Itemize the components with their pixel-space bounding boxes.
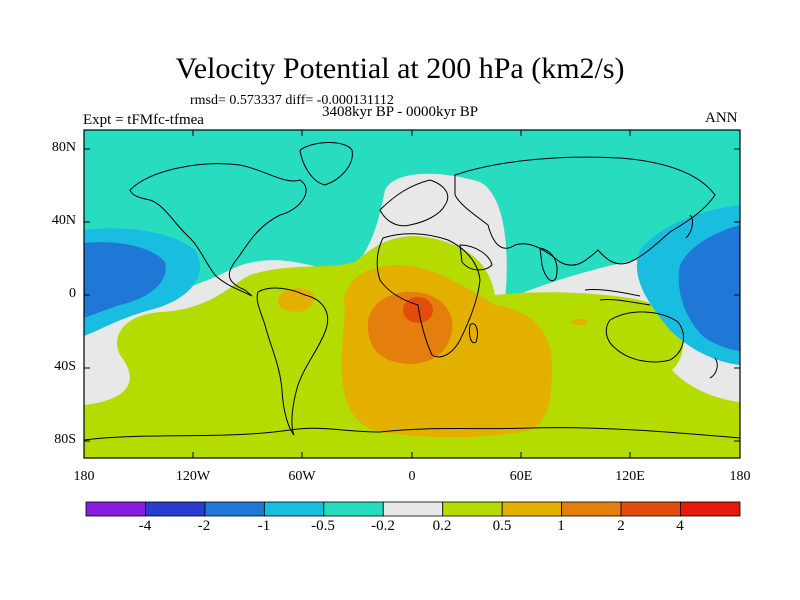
season-label: ANN [705, 110, 738, 126]
contour-field [84, 130, 740, 458]
colorbar-swatch [561, 501, 622, 517]
y-label-0: 0 [69, 286, 76, 301]
x-label-180e: 180 [729, 469, 751, 484]
field-pos-medium-small [277, 288, 315, 312]
coastlines [84, 142, 740, 441]
colorbar-label: -4 [138, 518, 152, 534]
colorbar-label: 4 [676, 518, 684, 534]
y-label-80s: 80S [54, 432, 76, 447]
field-neg-strong-east [678, 225, 740, 351]
rmsd-diff-text: rmsd= 0.573337 diff= -0.000131112 [190, 93, 394, 108]
colorbar-swatch [501, 501, 563, 517]
chart-title: Velocity Potential at 200 hPa (km2/s) [175, 52, 625, 85]
colorbar-label: -2 [197, 518, 211, 534]
colorbar-swatch [382, 501, 444, 517]
coast-new-zealand [709, 357, 718, 379]
colorbar-swatch [620, 501, 681, 517]
colorbar-label: -1 [257, 518, 271, 534]
coast-australia [605, 311, 685, 363]
coast-europe [379, 179, 449, 227]
coast-antarctica [84, 427, 740, 441]
x-label-120w: 120W [175, 469, 211, 484]
field-pos-max [403, 297, 433, 323]
coast-asia [454, 156, 716, 266]
colorbar-swatch [204, 501, 265, 517]
y-label-80n: 80N [51, 140, 76, 155]
x-label-60e: 60E [509, 469, 533, 484]
coast-greenland [299, 142, 353, 186]
x-ticks [83, 130, 741, 458]
colorbar-swatch [323, 501, 384, 517]
colorbar-swatch [263, 501, 325, 517]
field-neg-strong-west [84, 242, 166, 318]
coast-india [539, 247, 558, 282]
coast-indonesia [584, 289, 651, 306]
colorbar-swatch [442, 501, 503, 517]
coast-arabia [459, 244, 493, 271]
colorbar-label: 0.5 [492, 518, 512, 534]
x-label-180w: 180 [73, 469, 95, 484]
coast-north-america [129, 163, 307, 297]
field-pos-medium-tiny [570, 319, 588, 325]
colorbar-label: 2 [617, 518, 625, 534]
colorbar-label: -0.2 [371, 518, 395, 534]
colorbar-swatch [85, 501, 146, 517]
y-ticks [84, 148, 740, 442]
colorbar-label: 1 [557, 518, 565, 534]
colorbar-label: -0.5 [311, 518, 335, 534]
coast-south-america [256, 287, 329, 436]
x-label-0: 0 [408, 469, 416, 484]
x-label-120e: 120E [615, 469, 645, 484]
experiment-label: Expt = tFMfc-tfmea [83, 112, 204, 128]
coast-africa [376, 233, 481, 358]
x-label-60w: 60W [288, 469, 316, 484]
period-text: 3408kyr BP - 0000kyr BP [322, 104, 479, 120]
colorbar-swatch [145, 501, 206, 517]
coast-japan [685, 214, 694, 239]
colorbar-label: 0.2 [432, 518, 452, 534]
y-label-40s: 40S [54, 359, 76, 374]
colorbar-swatch [680, 501, 741, 517]
y-label-40n: 40N [51, 213, 76, 228]
coast-madagascar [469, 323, 478, 344]
colorbar [85, 501, 741, 517]
